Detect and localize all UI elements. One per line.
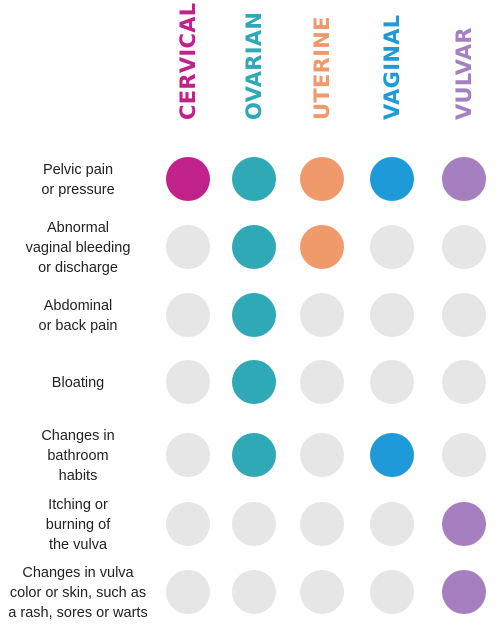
row-label-line: or pressure [41, 182, 114, 198]
dot-cervical-inactive [166, 293, 210, 337]
dot-cervical-inactive [166, 225, 210, 269]
row-label-line: bathroom [47, 448, 108, 464]
dot-vulvar-active [442, 570, 486, 614]
dot-ovarian-active [232, 360, 276, 404]
dot-vulvar-inactive [442, 293, 486, 337]
dot-vulvar-inactive [442, 225, 486, 269]
row-labels: Pelvic pain or pressure Abnormal vaginal bl… [8, 162, 147, 621]
dot-vulvar-inactive [442, 433, 486, 477]
row-label-line: the vulva [49, 537, 108, 553]
dot-ovarian-active [232, 433, 276, 477]
column-label-cervical: CERVICAL [176, 3, 200, 120]
dot-vaginal-inactive [370, 570, 414, 614]
row-label-line: or discharge [38, 260, 118, 276]
row-label-line: Changes in vulva [22, 565, 134, 581]
row-label-line: Changes in [41, 428, 114, 444]
dot-uterine-inactive [300, 360, 344, 404]
column-label-vulvar: VULVAR [452, 27, 476, 120]
column-headers: CERVICAL OVARIAN UTERINE VAGINAL VULVAR [176, 3, 476, 120]
dot-vulvar-inactive [442, 360, 486, 404]
row-label-line: color or skin, such as [10, 585, 146, 601]
dot-ovarian-inactive [232, 570, 276, 614]
dot-cervical-inactive [166, 570, 210, 614]
row-label-line: Pelvic pain [43, 162, 113, 178]
dot-ovarian-active [232, 293, 276, 337]
row-label-line: Bloating [52, 375, 104, 391]
dot-vaginal-active [370, 157, 414, 201]
dot-cervical-active [166, 157, 210, 201]
dot-uterine-inactive [300, 502, 344, 546]
row-label: Abnormal vaginal bleeding or discharge [26, 220, 131, 276]
dot-cervical-inactive [166, 360, 210, 404]
dot-vaginal-inactive [370, 502, 414, 546]
dot-uterine-inactive [300, 293, 344, 337]
dot-vaginal-active [370, 433, 414, 477]
row-label: Pelvic pain or pressure [41, 162, 114, 198]
row-label: Bloating [52, 375, 104, 391]
dot-ovarian-inactive [232, 502, 276, 546]
row-label: Changes in vulva color or skin, such as a … [8, 565, 147, 621]
row-label-line: Abnormal [47, 220, 109, 236]
dot-ovarian-active [232, 157, 276, 201]
row-label: Itching or burning of the vulva [46, 497, 111, 553]
dot-cervical-inactive [166, 502, 210, 546]
dot-cervical-inactive [166, 433, 210, 477]
dot-uterine-inactive [300, 570, 344, 614]
dot-ovarian-active [232, 225, 276, 269]
dot-uterine-active [300, 225, 344, 269]
row-label-line: a rash, sores or warts [8, 605, 147, 621]
row-label-line: Itching or [48, 497, 108, 513]
row-label-line: habits [59, 468, 98, 484]
row-label-line: vaginal bleeding [26, 240, 131, 256]
dot-vaginal-inactive [370, 293, 414, 337]
row-label: Changes in bathroom habits [41, 428, 114, 484]
column-label-uterine: UTERINE [310, 16, 334, 120]
dot-uterine-active [300, 157, 344, 201]
row-label-line: Abdominal [44, 298, 113, 314]
dot-vulvar-active [442, 157, 486, 201]
row-label-line: or back pain [39, 318, 118, 334]
column-label-ovarian: OVARIAN [242, 12, 266, 120]
column-label-vaginal: VAGINAL [380, 15, 404, 120]
row-label: Abdominal or back pain [39, 298, 118, 334]
dot-vaginal-inactive [370, 360, 414, 404]
dot-grid [166, 157, 486, 614]
dot-uterine-inactive [300, 433, 344, 477]
dot-vulvar-active [442, 502, 486, 546]
row-label-line: burning of [46, 517, 111, 533]
dot-vaginal-inactive [370, 225, 414, 269]
